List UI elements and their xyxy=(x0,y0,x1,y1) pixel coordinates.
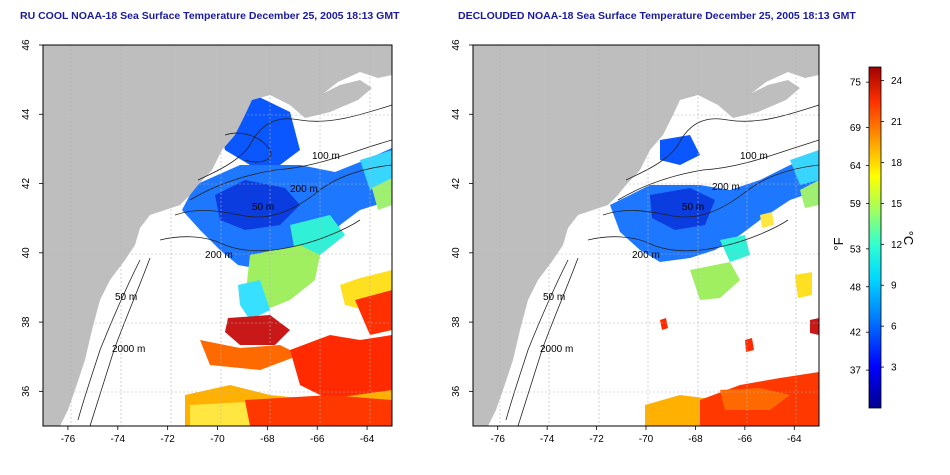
right-lat-tick-label: 36 xyxy=(451,385,462,397)
fahrenheit-unit-label: °F xyxy=(831,237,846,250)
left-lon-tick-label: -66 xyxy=(310,434,325,445)
left-lat-tick-label: 38 xyxy=(21,316,32,328)
fahrenheit-tick-label: 75 xyxy=(850,78,862,89)
left-grid xyxy=(43,45,392,426)
right-lat-tick-label: 40 xyxy=(451,247,462,259)
contour-label-200m-north-right: 200 m xyxy=(712,182,740,193)
contour-label-100m: 100 m xyxy=(312,151,340,162)
fahrenheit-tick-label: 37 xyxy=(850,366,862,377)
right-lat-tick-label: 42 xyxy=(451,178,462,190)
left-lat-tick-label: 42 xyxy=(21,178,32,190)
left-lon-tick-label: -68 xyxy=(260,434,275,445)
right-lat-tick-label: 44 xyxy=(451,108,462,120)
right-land xyxy=(473,45,819,426)
contour-label-50m-north: 50 m xyxy=(252,202,274,213)
celsius-tick-label: 21 xyxy=(891,117,903,128)
fahrenheit-tick-label: 59 xyxy=(850,199,862,210)
left-lat-tick-label: 36 xyxy=(21,385,32,397)
contour-label-100m-right: 100 m xyxy=(740,151,768,162)
celsius-unit-label: °C xyxy=(901,231,916,246)
colorbar-gradient xyxy=(868,66,882,409)
contour-label-200m-shelf: 200 m xyxy=(205,250,233,261)
left-lat-tick-label: 46 xyxy=(21,39,32,51)
right-lon-tick-label: -66 xyxy=(738,434,753,445)
right-lon-tick-label: -70 xyxy=(639,434,654,445)
fahrenheit-tick-label: 53 xyxy=(850,244,862,255)
fahrenheit-tick-label: 42 xyxy=(850,328,862,339)
contour-label-200m-shelf-right: 200 m xyxy=(632,250,660,261)
fahrenheit-tick-label: 48 xyxy=(850,282,862,293)
right-lon-tick-label: -74 xyxy=(540,434,555,445)
right-lon-tick-label: -76 xyxy=(490,434,505,445)
contour-label-50m-north-right: 50 m xyxy=(682,202,704,213)
right-sst-layer xyxy=(610,135,819,426)
right-lat-tick-label: 46 xyxy=(451,39,462,51)
celsius-tick-label: 18 xyxy=(891,158,903,169)
contour-label-50m-south: 50 m xyxy=(115,292,137,303)
colorbar-ticks: 24 21 18 15 12 9 6 3 75 69 64 59 53 48 42 37 xyxy=(850,76,903,376)
right-lon-tick-label: -64 xyxy=(787,434,802,445)
colorbar: 24 21 18 15 12 9 6 3 75 69 64 59 53 48 42 37 °F °C xyxy=(831,66,916,409)
left-lon-tick-label: -70 xyxy=(210,434,225,445)
right-lat-tick-label: 38 xyxy=(451,316,462,328)
right-lon-tick-label: -68 xyxy=(688,434,703,445)
celsius-tick-label: 15 xyxy=(891,199,903,210)
contour-label-50m-south-right: 50 m xyxy=(543,292,565,303)
right-panel-title: DECLOUDED NOAA-18 Sea Surface Temperatur… xyxy=(458,10,856,22)
fahrenheit-tick-label: 64 xyxy=(850,161,862,172)
left-lon-tick-label: -76 xyxy=(61,434,76,445)
left-lat-tick-label: 44 xyxy=(21,108,32,120)
celsius-tick-label: 24 xyxy=(891,76,903,87)
left-axes: -76 -74 -72 -70 -68 -66 -64 36 38 40 42 44 46 xyxy=(21,39,375,445)
fahrenheit-tick-label: 69 xyxy=(850,123,862,134)
right-contours xyxy=(505,104,819,426)
right-axes: -76 -74 -72 -70 -68 -66 -64 36 38 40 42 44 46 xyxy=(451,39,802,445)
right-grid xyxy=(473,45,819,426)
celsius-tick-label: 6 xyxy=(891,322,897,333)
celsius-tick-label: 3 xyxy=(891,363,897,374)
celsius-tick-label: 9 xyxy=(891,281,897,292)
left-lon-tick-label: -72 xyxy=(160,434,175,445)
contour-label-2000m-right: 2000 m xyxy=(540,344,573,355)
right-map-panel: 100 m 200 m 50 m 200 m 50 m 2000 m xyxy=(472,44,820,427)
left-lon-tick-label: -64 xyxy=(360,434,375,445)
left-lat-tick-label: 40 xyxy=(21,247,32,259)
left-lon-tick-label: -74 xyxy=(111,434,126,445)
left-land xyxy=(43,45,392,426)
contour-label-200m-north: 200 m xyxy=(290,184,318,195)
left-map-panel: 100 m 200 m 50 m 200 m 50 m 2000 m xyxy=(42,44,393,427)
right-lon-tick-label: -72 xyxy=(589,434,604,445)
left-contours xyxy=(77,104,392,426)
contour-label-2000m: 2000 m xyxy=(112,344,145,355)
celsius-tick-label: 12 xyxy=(891,240,903,251)
left-panel-title: RU COOL NOAA-18 Sea Surface Temperature … xyxy=(20,10,400,22)
